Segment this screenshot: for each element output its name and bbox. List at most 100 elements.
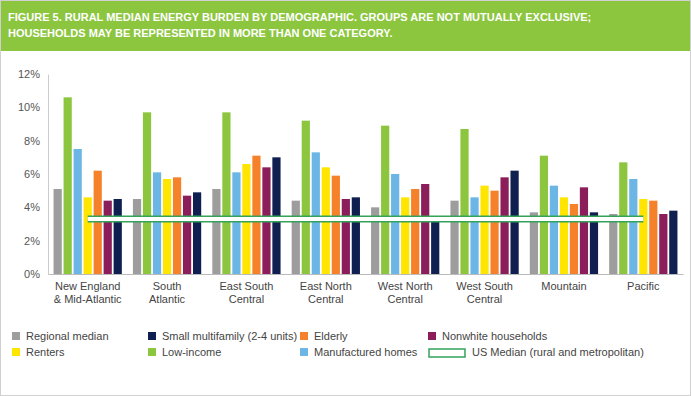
bar [629,179,637,274]
title-banner [1,1,690,51]
bar [580,187,588,274]
y-tick-label: 12% [18,68,40,80]
legend-label: Manufactured homes [314,346,418,358]
bar [659,214,667,274]
legend-swatch [12,332,20,340]
y-tick-label: 8% [24,135,40,147]
bar [480,186,488,274]
bar [133,199,141,274]
bar [609,214,617,274]
frame [1,1,691,396]
x-axis-line [49,274,684,275]
legend-label: Nonwhite households [442,330,548,342]
bar [450,201,458,274]
y-tick: 8% [24,135,48,147]
bar [401,197,409,274]
bar [421,184,429,274]
bar [411,189,419,274]
bar [232,172,240,274]
bar [570,204,578,274]
y-tick-label: 4% [24,201,40,213]
bar [183,196,191,274]
bar [352,197,360,274]
legend-label: Regional median [26,330,109,342]
y-axis-line [48,75,49,275]
bar [163,179,171,274]
y-tick-label: 2% [24,235,40,247]
x-axis: New England& Mid-Atlantic SouthAtlantic Ea… [49,274,684,305]
bar [470,197,478,274]
x-tick-label: Mountain [541,280,586,292]
legend-swatch [148,332,156,340]
y-tick: 6% [24,168,48,180]
x-tick: New England& Mid-Atlantic [54,274,122,305]
y-tick: 10% [18,101,48,113]
y-tick: 0% [24,268,48,280]
bar [212,189,220,274]
bar [104,201,112,274]
bar [500,177,508,274]
bar [332,176,340,274]
legend: Regional median Low-income Manufactured ho… [12,330,644,358]
x-tick: West SouthCentral [456,274,513,305]
bar [173,177,181,274]
legend-swatch [300,348,308,356]
legend-label: Renters [26,346,65,358]
bar [153,172,161,274]
bar [431,221,439,274]
legend-label: Low-income [162,346,221,358]
reference-line [88,216,644,223]
x-tick: East SouthCentral [220,274,274,305]
x-tick-label: East NorthCentral [300,280,352,305]
bar [302,121,310,274]
bar [639,199,647,274]
bar [143,112,151,274]
bar [669,211,677,274]
bar [560,197,568,274]
legend-label: Small multifamily (2-4 units) [162,330,297,342]
bar [222,112,230,274]
title: FIGURE 5. RURAL MEDIAN ENERGY BURDEN BY … [8,11,591,39]
bar [312,152,320,274]
plot-area [54,97,678,274]
legend-swatch [12,348,20,356]
legend-swatch [300,332,308,340]
bar [550,186,558,274]
x-tick-label: New England& Mid-Atlantic [54,280,122,305]
y-tick: 12% [18,68,48,80]
bar [391,174,399,274]
bar [649,201,657,274]
y-axis: 0% 2% 4% 6% 8% 10% 12% [18,68,49,280]
bar [252,156,260,274]
bar [460,129,468,274]
bar [64,97,72,274]
bar [74,149,82,274]
x-tick-label: East SouthCentral [220,280,274,305]
legend-swatch [148,348,156,356]
bar [54,189,62,274]
bar [292,201,300,274]
legend-swatch [428,332,436,340]
bar [84,197,92,274]
bar [381,126,389,274]
x-tick-label: Pacific [627,280,660,292]
x-tick: Mountain [541,274,586,292]
y-tick: 2% [24,235,48,247]
bar [490,191,498,274]
y-tick-label: 10% [18,101,40,113]
legend-swatch [429,349,465,357]
legend-label: US Median (rural and metropolitan) [472,346,644,358]
x-tick: West NorthCentral [378,274,433,305]
bar [193,192,201,274]
reference-line-inner [88,217,644,221]
x-tick: Pacific [627,274,660,292]
bar [342,199,350,274]
bar [114,199,122,274]
x-tick-label: West SouthCentral [456,280,513,305]
x-tick-label: SouthAtlantic [149,280,186,305]
y-tick-label: 6% [24,168,40,180]
x-tick-label: West NorthCentral [378,280,433,305]
y-tick: 4% [24,201,48,213]
x-tick: SouthAtlantic [149,274,186,305]
y-tick-label: 0% [24,268,40,280]
